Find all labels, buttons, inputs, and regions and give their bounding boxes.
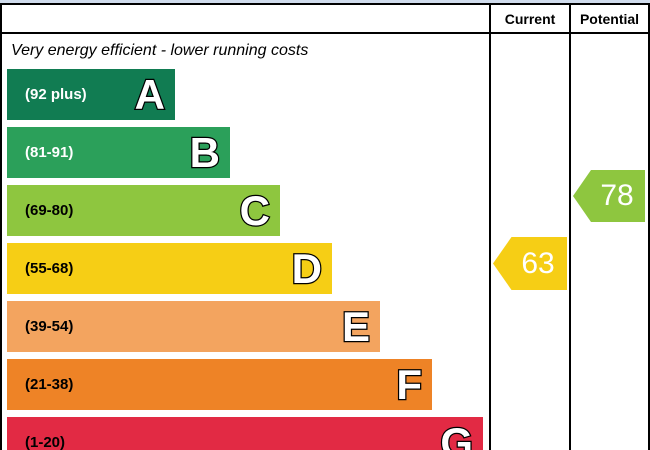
top-caption: Very energy efficient - lower running co… [11, 42, 309, 59]
top-edge-strip [0, 0, 650, 3]
band-range-label: (81-91) [25, 144, 74, 161]
band-list: (92 plus) A (81-91) B (69-80) C (55-68) … [7, 69, 483, 450]
frame-border-top [0, 3, 650, 5]
potential-rating-arrow: 78 [573, 170, 645, 222]
potential-column-header: Potential [579, 10, 640, 27]
potential-rating-value: 78 [600, 179, 634, 212]
band-range-label: (21-38) [25, 376, 74, 393]
band-letter: F [395, 360, 423, 408]
potential-column-divider [569, 3, 571, 450]
band-row-f: (21-38) F [7, 359, 432, 410]
band-row-d: (55-68) D [7, 243, 332, 294]
band-letter: G [439, 418, 474, 450]
band-letter: C [238, 186, 271, 234]
band-letter: A [133, 70, 166, 118]
band-letter: D [290, 244, 323, 292]
current-rating-arrow: 63 [493, 237, 567, 290]
band-row-e: (39-54) E [7, 301, 380, 352]
band-letter: B [188, 128, 221, 176]
band-range-label: (92 plus) [25, 86, 87, 103]
band-row-b: (81-91) B [7, 127, 230, 178]
header-divider-line [0, 32, 650, 34]
band-row-a: (92 plus) A [7, 69, 175, 120]
current-rating-value: 63 [521, 246, 555, 280]
current-column-header: Current [504, 10, 556, 27]
frame-border-left [0, 3, 2, 450]
band-range-label: (39-54) [25, 318, 74, 335]
band-range-label: (1-20) [25, 434, 66, 450]
band-range-label: (55-68) [25, 260, 74, 277]
band-letter: E [341, 302, 372, 350]
current-column-divider [489, 3, 491, 450]
band-row-c: (69-80) C [7, 185, 280, 236]
frame-border-right [648, 3, 650, 450]
band-range-label: (69-80) [25, 202, 74, 219]
band-row-g: (1-20) G [7, 417, 483, 450]
